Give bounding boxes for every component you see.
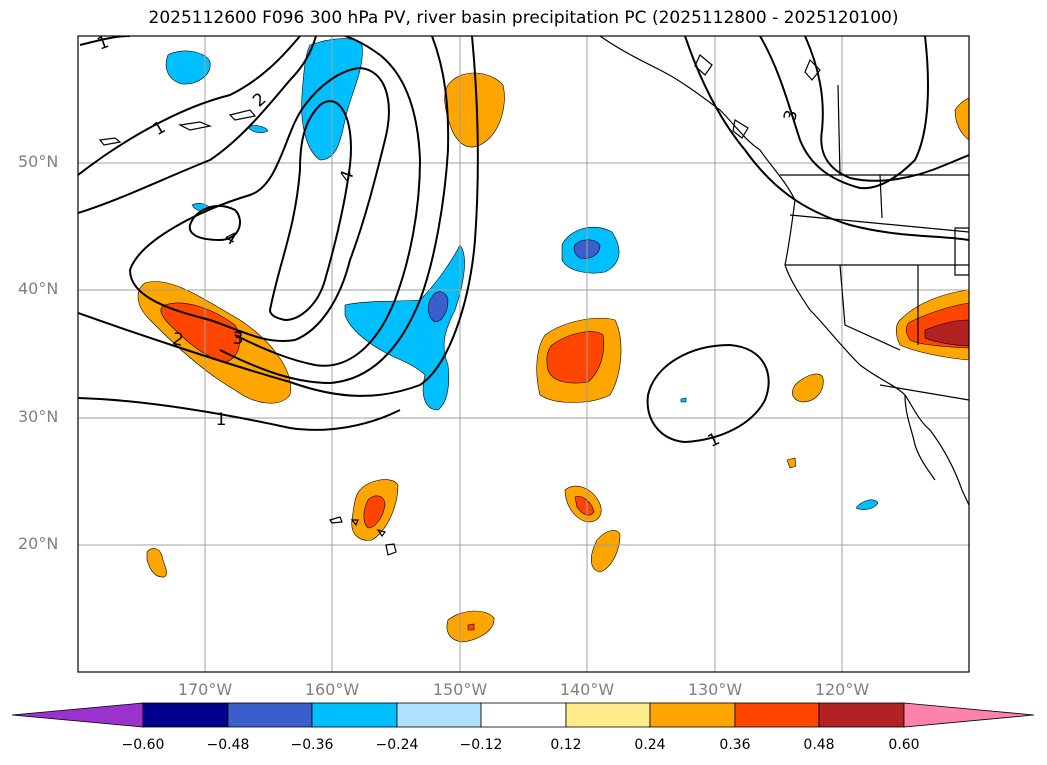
lon-label: 170°W	[177, 680, 233, 699]
colorbar	[11, 702, 1035, 728]
colorbar-swatch	[565, 702, 651, 728]
graticule	[78, 36, 969, 672]
colorbar-swatch	[818, 702, 905, 728]
lon-label: 130°W	[687, 680, 743, 699]
colorbar-tick-label: 0.12	[550, 737, 582, 753]
colorbar-tick-label: −0.60	[121, 737, 165, 753]
colorbar-under-extension	[11, 702, 144, 728]
colorbar-swatch	[227, 702, 313, 728]
colorbar-swatch	[480, 702, 567, 728]
contour-label: 2	[171, 329, 185, 351]
lat-label: 20°N	[18, 534, 59, 553]
colorbar-swatch	[734, 702, 820, 728]
colorbar-tick-label: 0.36	[719, 737, 751, 753]
coastlines	[98, 36, 969, 556]
colorbar-tick-label: −0.12	[459, 737, 503, 753]
colorbar-tick-label: −0.36	[290, 737, 334, 753]
colorbar-tick-label: 0.24	[634, 737, 666, 753]
contour-label: 1	[216, 410, 227, 430]
pv-contours	[78, 36, 969, 444]
colorbar-tick-label: 0.48	[803, 737, 835, 753]
lon-label: 120°W	[814, 680, 870, 699]
lon-label: 150°W	[432, 680, 488, 699]
lon-label: 160°W	[304, 680, 360, 699]
colorbar-swatch	[142, 702, 229, 728]
colorbar-swatch	[311, 702, 398, 728]
colorbar-tick-label: −0.48	[206, 737, 250, 753]
colorbar-swatch	[649, 702, 736, 728]
map-frame	[77, 35, 970, 673]
colorbar-swatch	[396, 702, 482, 728]
lon-label: 140°W	[559, 680, 615, 699]
contour-label: 3	[233, 329, 244, 349]
contour-label: 1	[95, 32, 112, 54]
precipitation-anomaly-fill	[137, 38, 969, 643]
lat-label: 30°N	[18, 407, 59, 426]
contour-label: 3	[780, 108, 802, 124]
map-title: 2025112600 F096 300 hPa PV, river basin …	[148, 8, 899, 28]
colorbar-tick-label: 0.60	[888, 737, 920, 753]
lat-label: 40°N	[18, 279, 59, 298]
lat-label: 50°N	[18, 152, 59, 171]
colorbar-tick-label: −0.24	[375, 737, 419, 753]
colorbar-over-extension	[903, 702, 1035, 728]
